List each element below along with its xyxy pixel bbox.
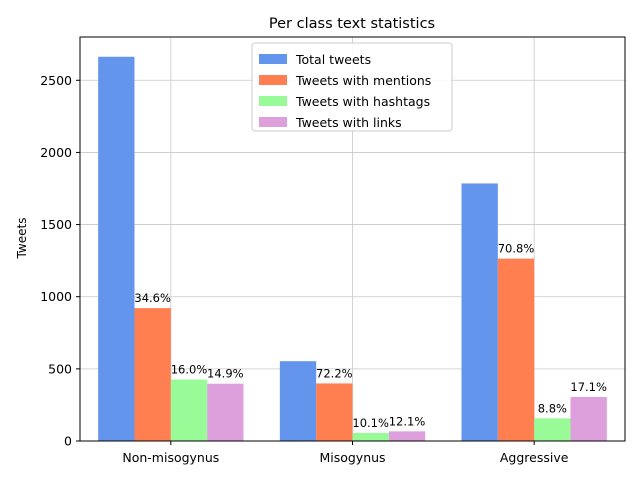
legend-swatch (259, 75, 287, 85)
y-tick-label: 1500 (40, 217, 72, 232)
legend-swatch (259, 96, 287, 106)
legend-label: Tweets with hashtags (295, 94, 430, 109)
bar (279, 361, 317, 441)
bar-percentage-label: 16.0% (171, 363, 208, 377)
bar (316, 383, 353, 441)
bars (98, 56, 607, 441)
legend-swatch (259, 54, 287, 64)
bar (497, 258, 535, 441)
y-tick-label: 1000 (40, 289, 72, 304)
data-labels: 34.6% 72.2% 70.8% 16.0% 10.1% 8.8% 14.9% 12.1% 1… (134, 242, 607, 430)
bar-percentage-label: 10.1% (352, 416, 389, 430)
y-tick-label: 500 (48, 361, 72, 376)
bar-percentage-label: 17.1% (570, 380, 607, 394)
bar (98, 56, 135, 441)
legend: Total tweets Tweets with mentions Tweets w… (251, 42, 453, 132)
chart-title: Per class text statistics (269, 16, 435, 32)
legend-box (251, 42, 453, 132)
bar (207, 383, 244, 441)
bar (534, 418, 571, 441)
bar (388, 431, 426, 441)
bar-percentage-label: 72.2% (316, 366, 353, 380)
bar-percentage-label: 8.8% (538, 401, 567, 415)
y-tick-label: 0 (64, 434, 72, 449)
bar (170, 379, 208, 441)
x-tick-label: Non-misogynus (122, 450, 219, 465)
bar (461, 183, 498, 441)
axes: 0 500 1000 1500 2000 2500 Non-misogynus Misogyn… (40, 36, 626, 465)
y-tick-label: 2000 (40, 145, 72, 160)
legend-label: Total tweets (295, 52, 371, 67)
x-tick-label: Misogynus (319, 450, 385, 465)
x-tick-label: Aggressive (500, 450, 569, 465)
y-tick-label: 2500 (40, 73, 72, 88)
bar-percentage-label: 70.8% (498, 242, 535, 256)
legend-label: Tweets with mentions (295, 73, 431, 88)
bar (352, 432, 389, 441)
bar (570, 396, 607, 441)
bar-percentage-label: 12.1% (389, 414, 426, 428)
y-axis-label: Tweets (15, 218, 29, 260)
bar-percentage-label: 14.9% (207, 367, 244, 381)
legend-label: Tweets with links (295, 115, 402, 130)
bar (134, 308, 171, 441)
bar-percentage-label: 34.6% (134, 291, 171, 305)
legend-swatch (259, 117, 287, 127)
